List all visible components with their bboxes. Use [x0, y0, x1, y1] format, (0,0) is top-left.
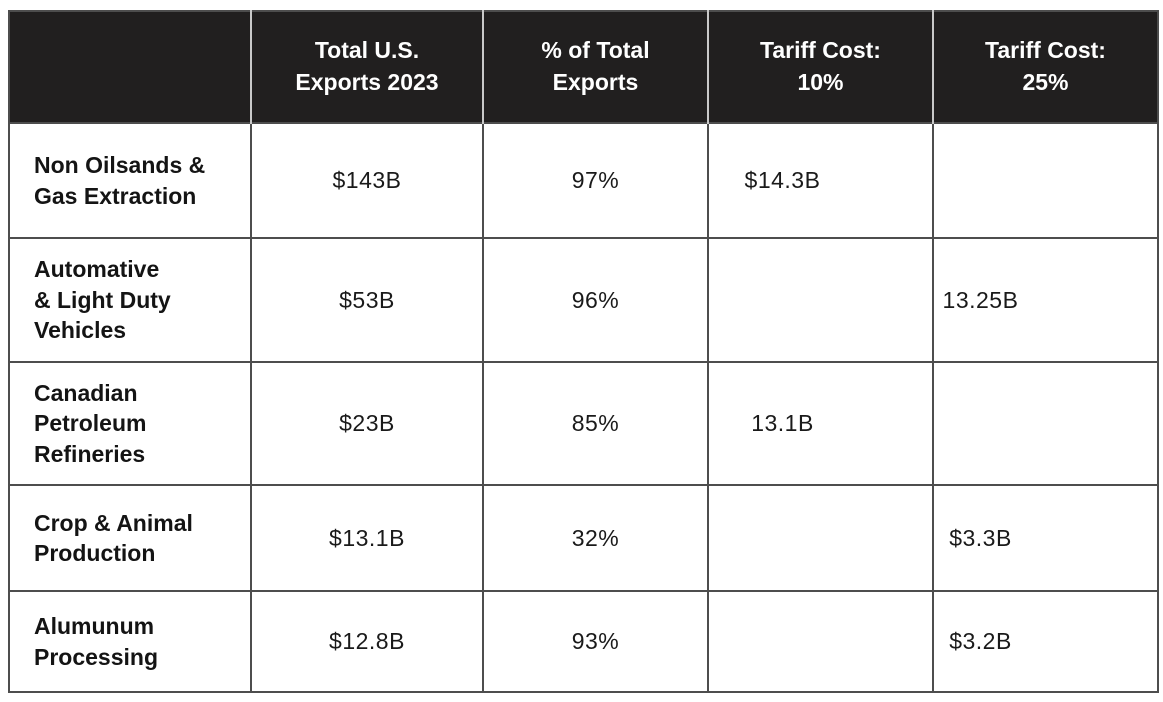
tariff-10-value: $14.3B	[707, 122, 934, 239]
tariff-10-value	[707, 237, 934, 363]
tariff-10-value	[707, 590, 934, 693]
tariff-impact-table: Total U.S. Exports 2023 % of Total Expor…	[8, 10, 1159, 693]
pct-of-exports-value: 96%	[482, 237, 709, 363]
table-row-automative-light-duty-vehicles: Automative & Light Duty Vehicles $53B 96…	[8, 237, 1159, 363]
tariff-25-value	[932, 122, 1159, 239]
pct-of-exports-value: 93%	[482, 590, 709, 693]
total-exports-value: $12.8B	[250, 590, 484, 693]
table-row-crop-animal-production: Crop & Animal Production $13.1B 32% $3.3…	[8, 484, 1159, 592]
tariff-25-value: 13.25B	[932, 237, 1159, 363]
row-label-crop-animal-production: Crop & Animal Production	[8, 484, 252, 592]
row-label-canadian-petroleum-refineries: Canadian Petroleum Refineries	[8, 361, 252, 486]
tariff-table-graphic: Total U.S. Exports 2023 % of Total Expor…	[8, 10, 1163, 693]
column-header-tariff-cost-25: Tariff Cost: 25%	[932, 11, 1158, 123]
total-exports-value: $13.1B	[250, 484, 484, 592]
tariff-25-value	[932, 361, 1159, 486]
total-exports-value: $23B	[250, 361, 484, 486]
table-row-canadian-petroleum-refineries: Canadian Petroleum Refineries $23B 85% 1…	[8, 361, 1159, 486]
tariff-10-value	[707, 484, 934, 592]
table-row-non-oilsands-gas-extraction: Non Oilsands & Gas Extraction $143B 97% …	[8, 122, 1159, 239]
table-row-alumunum-processing: Alumunum Processing $12.8B 93% $3.2B	[8, 590, 1159, 693]
row-label-alumunum-processing: Alumunum Processing	[8, 590, 252, 693]
total-exports-value: $53B	[250, 237, 484, 363]
pct-of-exports-value: 85%	[482, 361, 709, 486]
header-row: Total U.S. Exports 2023 % of Total Expor…	[9, 11, 1158, 123]
tariff-10-value: 13.1B	[707, 361, 934, 486]
column-header-blank	[9, 11, 251, 123]
row-label-non-oilsands-gas-extraction: Non Oilsands & Gas Extraction	[8, 122, 252, 239]
pct-of-exports-value: 97%	[482, 122, 709, 239]
total-exports-value: $143B	[250, 122, 484, 239]
row-label-automative-light-duty-vehicles: Automative & Light Duty Vehicles	[8, 237, 252, 363]
tariff-25-value: $3.3B	[932, 484, 1159, 592]
column-header-pct-of-total-exports: % of Total Exports	[482, 11, 708, 123]
tariff-25-value: $3.2B	[932, 590, 1159, 693]
column-header-total-us-exports-2023: Total U.S. Exports 2023	[250, 11, 483, 123]
pct-of-exports-value: 32%	[482, 484, 709, 592]
column-header-tariff-cost-10: Tariff Cost: 10%	[707, 11, 933, 123]
